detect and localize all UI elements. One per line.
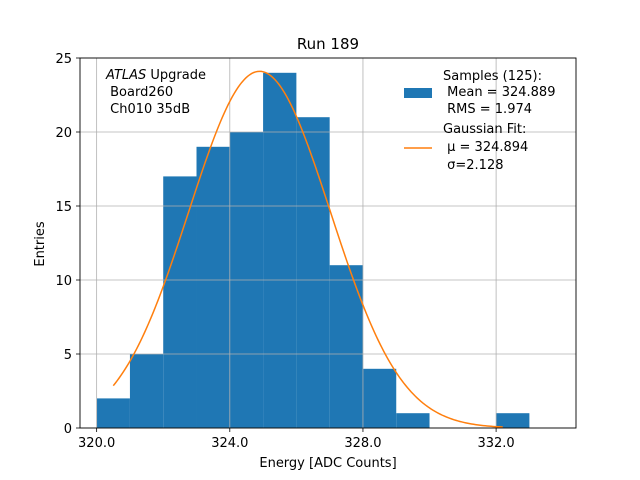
y-axis-ticks: 0 5 10 15 20 25 (55, 52, 80, 437)
y-tick-label: 25 (55, 52, 72, 67)
x-tick-label: 332.0 (477, 436, 514, 451)
gaussian-fit-curve (112, 70, 503, 428)
x-axis-title: Energy [ADC Counts] (259, 456, 396, 471)
annotation-box: ATLAS Upgrade Board260 Ch010 35dB (105, 68, 206, 117)
histogram-bar-7 (329, 265, 363, 428)
chart-title: Run 189 (297, 35, 359, 53)
legend-fit-label: Gaussian Fit: (443, 122, 526, 137)
legend: Samples (125): Mean = 324.889 RMS = 1.97… (404, 69, 555, 173)
plot-area (79, 57, 577, 429)
x-tick-label: 324.0 (211, 436, 248, 451)
plot-frame (79, 57, 577, 429)
y-axis-title: Entries (33, 221, 48, 267)
histogram-bar-5 (263, 72, 297, 429)
y-tick-label: 5 (64, 348, 72, 363)
x-tick-label: 320.0 (78, 436, 115, 451)
y-tick-label: 15 (55, 200, 72, 215)
x-tick-label: 328.0 (344, 436, 381, 451)
annotation-line-3: Ch010 35dB (106, 102, 190, 117)
y-tick-label: 20 (55, 126, 72, 141)
histogram-bar-3 (196, 146, 230, 429)
legend-samples-patch (404, 88, 432, 98)
histogram-bar-9 (396, 413, 430, 428)
histogram-bar-0 (96, 398, 130, 428)
histogram-bar-1 (129, 354, 164, 428)
x-axis-ticks: 320.0 324.0 328.0 332.0 (78, 428, 515, 451)
legend-samples-label: Samples (125): (443, 69, 542, 84)
upgrade-label: Upgrade (146, 68, 206, 83)
atlas-label: ATLAS (105, 68, 146, 83)
annotation-line-1: ATLAS Upgrade (105, 68, 206, 83)
legend-rms-label: RMS = 1.974 (443, 102, 532, 117)
y-tick-label: 10 (55, 274, 72, 289)
y-tick-label: 0 (64, 422, 72, 437)
annotation-line-2: Board260 (106, 85, 173, 100)
histogram-bar-8 (362, 368, 397, 428)
histogram-bar-2 (163, 176, 197, 428)
legend-mean-label: Mean = 324.889 (443, 85, 555, 100)
histogram-bar-12 (496, 413, 530, 428)
histogram-bar-6 (296, 117, 330, 428)
legend-mu-label: μ = 324.894 (443, 140, 528, 155)
legend-sigma-label: σ=2.128 (443, 158, 503, 173)
histogram-bars (96, 72, 530, 429)
